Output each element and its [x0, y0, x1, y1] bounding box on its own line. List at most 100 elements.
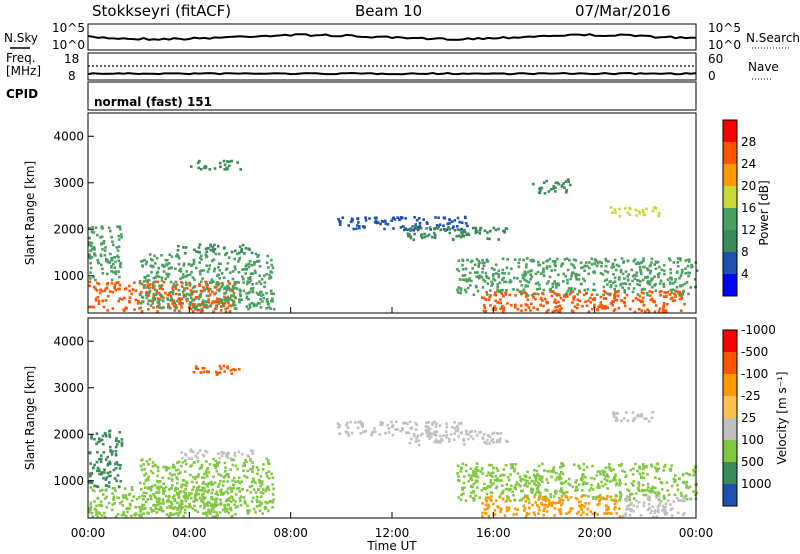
power-cell: [94, 299, 98, 302]
power-cell: [592, 282, 596, 286]
velocity-cell: [108, 435, 112, 439]
velocity-cell: [560, 495, 564, 498]
power-cell: [224, 296, 228, 300]
velocity-cell: [243, 474, 246, 478]
velocity-cell: [657, 498, 661, 501]
power-cell: [134, 289, 138, 292]
power-cell: [174, 280, 178, 284]
power-cell: [232, 283, 236, 287]
power-cell: [572, 296, 575, 300]
velocity-cell: [415, 423, 419, 426]
power-cell: [146, 281, 149, 284]
colorbar-segment: [723, 142, 737, 164]
power-cell: [633, 310, 637, 314]
velocity-cell: [143, 468, 146, 471]
power-cell: [481, 261, 484, 265]
power-cell: [676, 257, 680, 260]
velocity-cell: [153, 504, 156, 507]
velocity-cell: [478, 431, 481, 434]
power-cell: [267, 266, 270, 269]
velocity-cell: [648, 495, 652, 499]
power-cell: [561, 262, 565, 265]
power-cell: [613, 296, 616, 299]
power-cell: [252, 304, 256, 308]
velocity-colorbar-label: Velocity [m s⁻¹]: [775, 371, 789, 464]
velocity-cell: [509, 473, 512, 476]
power-cell: [140, 309, 144, 313]
velocity-cell: [190, 496, 193, 500]
power-cell: [450, 220, 454, 224]
power-cell: [411, 225, 414, 228]
velocity-cell: [562, 481, 566, 485]
velocity-cell: [254, 481, 257, 485]
velocity-cell: [182, 515, 185, 518]
velocity-cell: [560, 503, 563, 507]
velocity-cell: [250, 484, 254, 488]
velocity-cell: [609, 469, 613, 472]
power-cell: [227, 301, 230, 305]
velocity-cell: [426, 428, 430, 431]
velocity-cell: [533, 495, 536, 499]
velocity-cell: [207, 471, 211, 474]
velocity-cell: [198, 496, 202, 500]
velocity-cell: [157, 487, 160, 491]
velocity-cell: [523, 509, 526, 512]
power-cell: [642, 257, 645, 260]
velocity-cell: [643, 417, 647, 421]
power-cell: [224, 268, 228, 271]
velocity-cell: [100, 473, 103, 476]
power-cell: [114, 260, 117, 264]
power-cell: [490, 280, 493, 284]
velocity-cell: [92, 466, 95, 470]
power-cell: [182, 273, 185, 276]
power-cell: [228, 304, 231, 307]
power-cell: [240, 298, 243, 301]
velocity-cell: [196, 475, 200, 478]
velocity-cell: [116, 474, 120, 477]
velocity-cell: [457, 435, 460, 438]
power-cell: [585, 291, 588, 295]
velocity-cell: [632, 509, 635, 513]
power-cell: [357, 225, 361, 228]
colorbar-segment: [723, 186, 737, 208]
velocity-cell: [426, 425, 430, 429]
power-cell: [489, 294, 492, 297]
power-cell: [118, 297, 122, 300]
power-cell: [602, 293, 605, 297]
velocity-cell: [531, 479, 535, 483]
power-cell: [611, 303, 615, 307]
power-cell: [642, 213, 646, 216]
velocity-cell: [101, 488, 104, 492]
velocity-cell: [379, 423, 383, 426]
power-cell: [611, 281, 615, 285]
velocity-cell: [168, 514, 171, 518]
velocity-cell: [637, 481, 640, 484]
power-cell: [526, 298, 530, 301]
velocity-cell: [229, 369, 233, 372]
velocity-cell: [642, 501, 646, 505]
velocity-cell: [93, 463, 96, 467]
velocity-cell: [252, 496, 255, 500]
velocity-cell: [271, 501, 274, 504]
power-cell: [215, 305, 218, 308]
velocity-cell: [216, 493, 220, 497]
velocity-cell: [143, 495, 146, 498]
power-cell: [536, 281, 540, 285]
power-cell: [89, 271, 92, 274]
velocity-cell: [112, 498, 115, 501]
velocity-cell: [582, 511, 585, 514]
velocity-cell: [652, 486, 655, 490]
velocity-cell: [631, 473, 635, 476]
velocity-cell: [485, 442, 488, 445]
power-cell: [259, 306, 263, 309]
velocity-cell: [432, 432, 436, 436]
power-cell: [182, 293, 186, 296]
power-cell: [656, 260, 660, 264]
velocity-cell: [96, 497, 100, 500]
velocity-cell: [197, 492, 201, 496]
velocity-cell: [189, 473, 192, 477]
velocity-cell: [541, 496, 545, 499]
power-cell: [649, 269, 653, 273]
power-cell: [269, 270, 272, 273]
velocity-cell: [198, 449, 202, 452]
